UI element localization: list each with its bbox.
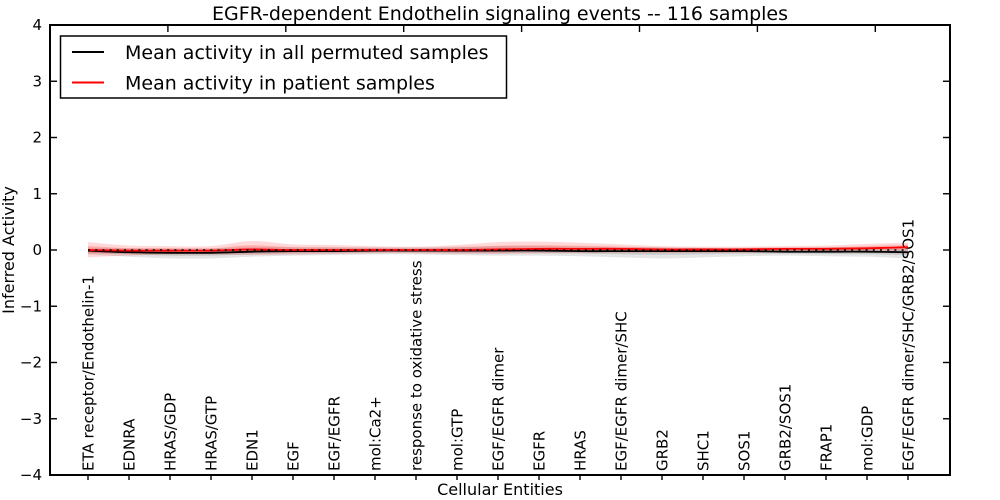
y-tick-label: 0 bbox=[32, 241, 42, 259]
x-tick-label: GRB2 bbox=[654, 429, 672, 471]
x-tick-label: HRAS/GTP bbox=[203, 396, 221, 471]
chart-title: EGFR-dependent Endothelin signaling even… bbox=[212, 3, 788, 25]
permuted-mean-line bbox=[87, 249, 909, 254]
y-tick-label: 2 bbox=[32, 129, 42, 147]
y-tick-label: −3 bbox=[20, 410, 42, 428]
legend-label-permuted-samples: Mean activity in all permuted samples bbox=[125, 42, 488, 64]
x-tick-label: SHC1 bbox=[695, 430, 713, 471]
patient-mean-line bbox=[87, 246, 909, 252]
x-tick-label: EGF bbox=[285, 441, 303, 471]
x-tick-label: EGF/EGFR dimer/SHC/GRB2/SOS1 bbox=[900, 219, 918, 471]
y-tick-label: −1 bbox=[20, 297, 42, 315]
legend: Mean activity in all permuted samples Me… bbox=[59, 35, 508, 99]
x-tick-label: FRAP1 bbox=[818, 424, 836, 471]
x-tick-label: HRAS/GDP bbox=[162, 393, 180, 471]
x-tick-label: ETA receptor/Endothelin-1 bbox=[80, 275, 98, 471]
y-tick-label: 3 bbox=[32, 72, 42, 90]
x-axis-label: Cellular Entities bbox=[437, 480, 563, 499]
x-tick-label: SOS1 bbox=[736, 431, 754, 471]
x-tick-label: GRB2/SOS1 bbox=[777, 384, 795, 471]
y-tick-label: −4 bbox=[20, 466, 42, 484]
x-tick-label: EDNRA bbox=[121, 418, 139, 471]
y-axis-label: Inferred Activity bbox=[0, 186, 18, 314]
y-tick-label: −2 bbox=[20, 354, 42, 372]
x-tick-label: EDN1 bbox=[244, 429, 262, 471]
x-tick-label: mol:GTP bbox=[449, 409, 467, 471]
x-tick-label: response to oxidative stress bbox=[408, 260, 426, 471]
y-tick-label: 1 bbox=[32, 185, 42, 203]
x-tick-label: EGF/EGFR dimer bbox=[490, 347, 508, 471]
x-tick-label: EGF/EGFR bbox=[326, 396, 344, 471]
plot-frame bbox=[49, 24, 951, 476]
x-tick-label: mol:GDP bbox=[859, 406, 877, 471]
legend-label-patient-samples: Mean activity in patient samples bbox=[125, 73, 435, 95]
legend-box bbox=[59, 35, 508, 99]
x-tick-label: EGFR bbox=[531, 431, 549, 471]
x-tick-label: HRAS bbox=[572, 430, 590, 471]
x-tick-label: EGF/EGFR dimer/SHC bbox=[613, 311, 631, 471]
plot-area: ETA receptor/Endothelin-1 EDNRA HRAS/GDP HR… bbox=[20, 16, 951, 484]
y-tick-label: 4 bbox=[32, 16, 42, 34]
x-tick-label: mol:Ca2+ bbox=[367, 396, 385, 471]
